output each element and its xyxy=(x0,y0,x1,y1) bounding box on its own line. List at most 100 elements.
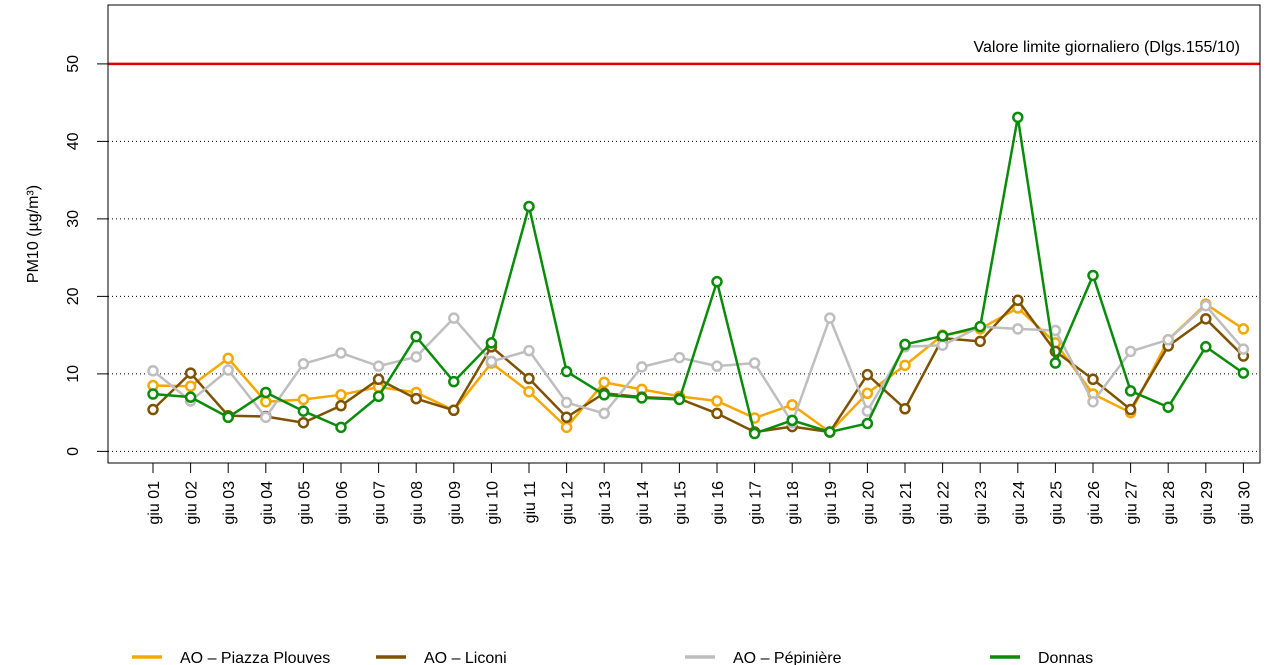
point xyxy=(222,364,234,376)
point xyxy=(936,330,949,342)
point xyxy=(485,355,498,368)
point xyxy=(899,338,911,351)
point xyxy=(1087,269,1099,282)
point xyxy=(297,416,310,429)
x-tick-label: giu 05 xyxy=(296,481,313,525)
x-tick-label: giu 22 xyxy=(936,481,953,525)
point xyxy=(147,365,159,377)
point xyxy=(1237,323,1250,335)
x-tick-label: giu 26 xyxy=(1086,481,1103,525)
point xyxy=(1200,313,1212,325)
point xyxy=(335,389,347,401)
x-tick-label: giu 15 xyxy=(672,481,689,525)
point xyxy=(1012,294,1024,307)
y-axis-label: PM10 (µg/m³) xyxy=(25,185,42,283)
point xyxy=(974,335,986,348)
x-tick-label: giu 23 xyxy=(973,481,990,525)
point xyxy=(1049,324,1062,337)
point xyxy=(824,312,836,324)
point xyxy=(523,372,535,385)
legend-label: AO – Pépinière xyxy=(733,650,842,665)
point xyxy=(1162,401,1174,413)
point xyxy=(335,347,347,359)
series-line xyxy=(152,117,1245,436)
x-tick-label: giu 16 xyxy=(710,481,727,525)
plot-frame xyxy=(107,4,1261,464)
point xyxy=(448,404,460,417)
point xyxy=(861,387,874,400)
point xyxy=(636,361,648,373)
point xyxy=(147,388,159,400)
series-line xyxy=(152,298,1245,434)
point xyxy=(861,368,874,381)
point xyxy=(184,391,197,403)
point xyxy=(1200,299,1212,312)
y-tick-label: 0 xyxy=(65,447,82,456)
x-tick-label: giu 29 xyxy=(1199,481,1216,525)
point xyxy=(1162,334,1174,346)
x-tick-label: giu 10 xyxy=(484,481,501,525)
point xyxy=(598,407,610,420)
x-tick-label: giu 09 xyxy=(447,481,464,525)
point xyxy=(1124,403,1137,416)
y-tick-label: 20 xyxy=(65,287,82,305)
x-tick-label: giu 08 xyxy=(409,481,426,525)
point xyxy=(1012,323,1024,335)
x-tick-label: giu 24 xyxy=(1011,481,1028,525)
point xyxy=(1237,343,1250,355)
point xyxy=(410,351,422,363)
point xyxy=(598,389,610,401)
point xyxy=(861,405,874,417)
x-tick-label: giu 17 xyxy=(748,481,765,525)
point xyxy=(711,275,723,288)
point xyxy=(372,360,385,372)
point xyxy=(1237,367,1250,379)
limit-label: Valore limite giornaliero (Dlgs.155/10) xyxy=(974,39,1241,56)
point xyxy=(636,392,648,404)
x-tick-label: giu 01 xyxy=(146,481,163,525)
x-tick-label: giu 13 xyxy=(597,481,614,525)
point xyxy=(936,339,949,351)
point xyxy=(260,396,272,408)
point xyxy=(372,373,385,386)
point xyxy=(1087,373,1099,386)
point xyxy=(335,399,347,412)
point xyxy=(372,390,385,403)
point xyxy=(899,359,911,372)
x-tick-label: giu 19 xyxy=(823,481,840,525)
point xyxy=(560,421,573,434)
point xyxy=(222,411,234,424)
x-tick-label: giu 07 xyxy=(372,481,389,525)
x-tick-label: giu 25 xyxy=(1048,481,1065,525)
point xyxy=(410,392,422,405)
point xyxy=(485,337,498,349)
point xyxy=(297,405,310,417)
point xyxy=(560,411,573,424)
point xyxy=(410,330,422,343)
y-tick-label: 50 xyxy=(65,55,82,73)
point xyxy=(448,312,460,324)
x-tick-label: giu 30 xyxy=(1236,481,1253,525)
point xyxy=(899,403,911,415)
point xyxy=(748,427,761,440)
point xyxy=(1124,345,1137,358)
point xyxy=(222,352,234,365)
point xyxy=(598,376,610,389)
point xyxy=(711,395,723,407)
point xyxy=(974,320,986,333)
x-tick-label: giu 06 xyxy=(334,481,351,525)
point xyxy=(297,393,310,406)
point xyxy=(1087,396,1099,408)
point xyxy=(1049,357,1062,369)
point xyxy=(824,426,836,438)
y-tick-label: 30 xyxy=(65,210,82,228)
point xyxy=(786,414,798,427)
point xyxy=(748,357,761,369)
x-tick-label: giu 14 xyxy=(635,481,652,525)
x-tick-label: giu 12 xyxy=(560,481,577,525)
point xyxy=(786,399,798,411)
x-tick-label: giu 11 xyxy=(522,481,539,524)
point xyxy=(673,351,686,364)
point xyxy=(184,380,197,393)
